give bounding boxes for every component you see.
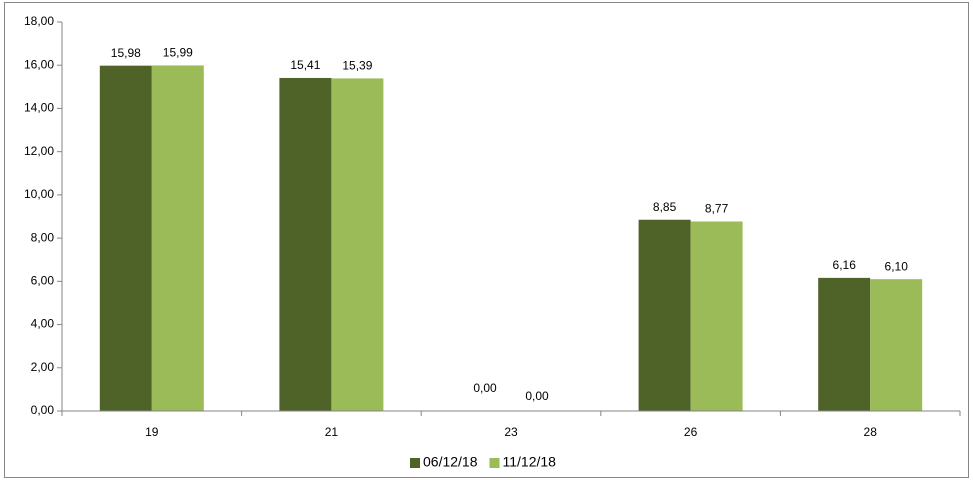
bar — [818, 277, 871, 411]
data-label: 6,16 — [833, 258, 857, 272]
data-label: 15,39 — [342, 59, 372, 73]
x-tick-label: 23 — [504, 425, 518, 439]
y-tick-label: 6,00 — [31, 274, 55, 288]
y-tick-label: 8,00 — [31, 230, 55, 244]
legend-swatch — [489, 458, 500, 468]
data-label: 8,77 — [705, 202, 729, 216]
data-label: 0,00 — [525, 389, 549, 403]
y-tick-label: 2,00 — [31, 360, 55, 374]
legend-label: 06/12/18 — [423, 454, 478, 470]
x-tick-label: 26 — [684, 425, 698, 439]
x-tick-label: 19 — [145, 425, 159, 439]
bar — [638, 219, 691, 411]
y-tick-label: 14,00 — [24, 101, 54, 115]
legend-swatch — [410, 458, 420, 468]
y-tick-label: 18,00 — [24, 14, 54, 28]
y-tick-label: 10,00 — [24, 187, 54, 201]
data-label: 15,99 — [163, 46, 193, 60]
data-label: 15,41 — [290, 58, 320, 72]
data-label: 0,00 — [473, 381, 497, 395]
bar — [690, 221, 743, 411]
y-tick-label: 0,00 — [31, 403, 55, 417]
y-tick-label: 16,00 — [24, 57, 54, 71]
x-tick-label: 21 — [325, 425, 339, 439]
data-label: 15,98 — [111, 46, 141, 60]
y-tick-label: 12,00 — [24, 144, 54, 158]
bar — [151, 65, 204, 412]
bar — [279, 77, 332, 411]
x-tick-label: 28 — [864, 425, 878, 439]
y-tick-label: 4,00 — [31, 317, 55, 331]
legend-label: 11/12/18 — [503, 454, 557, 470]
bar — [99, 65, 152, 411]
bar — [331, 78, 384, 411]
data-label: 6,10 — [885, 259, 909, 273]
data-label: 8,85 — [653, 200, 677, 214]
bar — [870, 279, 923, 411]
